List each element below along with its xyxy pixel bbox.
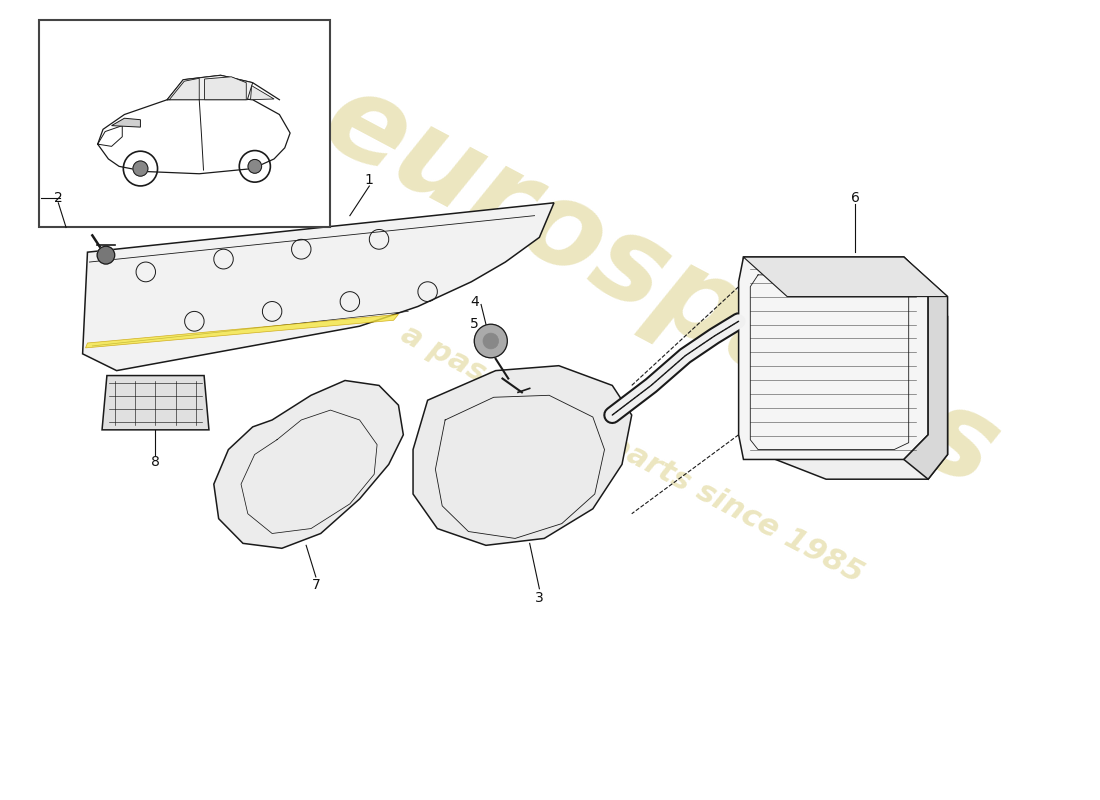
Circle shape: [474, 324, 507, 358]
Circle shape: [133, 161, 147, 176]
Polygon shape: [744, 257, 947, 479]
Polygon shape: [213, 381, 404, 548]
Polygon shape: [169, 78, 199, 100]
Text: 8: 8: [151, 455, 160, 470]
Polygon shape: [98, 96, 290, 174]
Text: a passion for parts since 1985: a passion for parts since 1985: [396, 320, 868, 590]
Polygon shape: [904, 257, 947, 479]
Circle shape: [483, 333, 498, 349]
Text: eurospares: eurospares: [305, 61, 1018, 513]
Polygon shape: [102, 375, 209, 430]
Circle shape: [97, 246, 114, 264]
Text: 7: 7: [311, 578, 320, 592]
Polygon shape: [251, 86, 274, 100]
Polygon shape: [111, 118, 141, 127]
Polygon shape: [167, 75, 253, 100]
Text: 3: 3: [535, 590, 543, 605]
Polygon shape: [738, 257, 928, 459]
Text: 1: 1: [365, 173, 374, 187]
Bar: [39, 20, 330, 227]
Text: 6: 6: [850, 191, 860, 205]
Polygon shape: [82, 203, 554, 370]
Polygon shape: [86, 314, 398, 348]
Polygon shape: [744, 257, 947, 297]
Polygon shape: [205, 77, 246, 100]
Text: 2: 2: [54, 191, 63, 205]
Polygon shape: [412, 366, 631, 546]
Text: 5: 5: [470, 318, 478, 331]
Text: 4: 4: [470, 294, 478, 309]
Circle shape: [248, 159, 262, 174]
